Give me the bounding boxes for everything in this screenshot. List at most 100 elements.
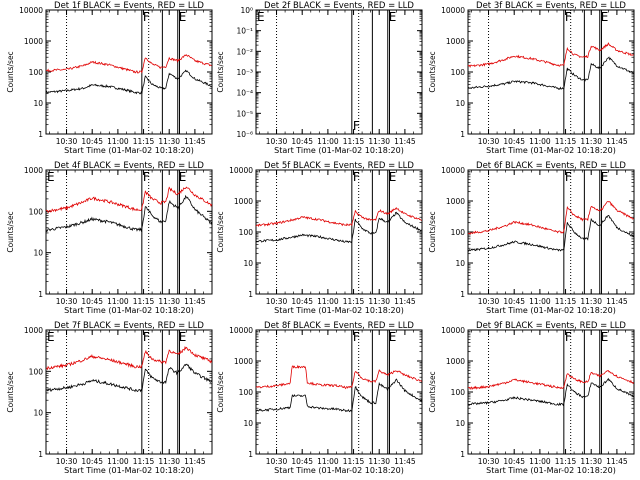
- y-axis-label: Counts/sec: [216, 371, 225, 412]
- y-axis-label: Counts/sec: [428, 51, 437, 92]
- lld-series-line: [45, 186, 213, 214]
- interval-marker: E: [257, 10, 265, 24]
- panel-title: Det 5f BLACK = Events, RED = LLD: [264, 161, 414, 171]
- y-tick-label: 10000: [229, 166, 253, 175]
- plot-frame: [45, 169, 213, 295]
- lld-series-line: [467, 201, 634, 235]
- y-tick-label: 10: [33, 409, 43, 418]
- y-tick-label: 1000: [24, 326, 43, 335]
- x-tick-label: 11:45: [394, 137, 416, 146]
- y-tick-label: 1000: [24, 37, 43, 46]
- x-tick-label: 10:30: [266, 297, 288, 306]
- x-tick-label: 11:00: [317, 297, 339, 306]
- interval-marker: F: [353, 330, 360, 344]
- y-axis-label: Counts/sec: [6, 371, 15, 412]
- interval-marker: E: [179, 10, 187, 24]
- panel-title: Det 7f BLACK = Events, RED = LLD: [54, 321, 204, 331]
- y-tick-label: 1000: [446, 197, 465, 206]
- y-tick-label: 100: [451, 388, 466, 397]
- plot-frame: [255, 9, 423, 135]
- y-tick-label: 1: [38, 130, 43, 139]
- events-series-line: [256, 211, 422, 244]
- events-series-line: [467, 215, 634, 252]
- x-axis-label: Start Time (01-Mar-02 10:18:20): [486, 466, 616, 475]
- x-axis-label: Start Time (01-Mar-02 10:18:20): [64, 466, 194, 475]
- y-axis-label: Counts/sec: [216, 211, 225, 252]
- y-tick-label: 10: [455, 259, 465, 268]
- y-tick-label: 100: [29, 68, 44, 77]
- detector-panel-9: Det 9f BLACK = Events, RED = LLD 1 10 100 10…: [428, 321, 635, 475]
- x-tick-label: 10:30: [56, 297, 78, 306]
- x-tick-label: 11:15: [133, 457, 155, 466]
- y-tick-label: 10⁻³: [236, 68, 253, 77]
- interval-marker: F: [353, 170, 360, 184]
- y-tick-label: 1: [460, 130, 465, 139]
- events-series-line: [45, 194, 213, 233]
- x-tick-label: 11:15: [343, 137, 365, 146]
- panel-title: Det 3f BLACK = Events, RED = LLD: [476, 1, 626, 11]
- y-tick-label: 10: [455, 419, 465, 428]
- y-tick-label: 100: [239, 228, 254, 237]
- y-tick-label: 10000: [441, 326, 465, 335]
- events-series-line: [45, 363, 212, 393]
- events-series-line: [255, 378, 423, 413]
- detector-panel-5: Det 5f BLACK = Events, RED = LLD 1 10 100 10…: [216, 161, 423, 315]
- x-axis-label: Start Time (01-Mar-02 10:18:20): [486, 306, 616, 315]
- interval-marker: E: [179, 170, 187, 184]
- x-tick-label: 11:30: [580, 137, 602, 146]
- y-tick-label: 10000: [229, 326, 253, 335]
- y-tick-label: 100: [239, 388, 254, 397]
- interval-marker: E: [601, 330, 609, 344]
- x-tick-label: 10:45: [291, 297, 313, 306]
- x-tick-label: 11:30: [158, 457, 180, 466]
- x-tick-label: 10:45: [81, 457, 103, 466]
- x-tick-label: 11:30: [158, 297, 180, 306]
- y-tick-label: 10000: [19, 6, 43, 15]
- panel-title: Det 9f BLACK = Events, RED = LLD: [476, 321, 626, 331]
- x-tick-label: 11:00: [317, 457, 339, 466]
- x-tick-label: 10:30: [266, 457, 288, 466]
- x-tick-label: 11:30: [368, 457, 390, 466]
- y-tick-label: 10000: [441, 6, 465, 15]
- x-tick-label: 11:45: [394, 297, 416, 306]
- x-tick-label: 10:45: [503, 297, 525, 306]
- interval-marker: F: [143, 170, 150, 184]
- interval-marker: F: [565, 10, 572, 24]
- x-tick-label: 11:15: [343, 457, 365, 466]
- y-tick-label: 1: [460, 450, 465, 459]
- x-tick-label: 11:00: [317, 137, 339, 146]
- detector-panel-8: Det 8f BLACK = Events, RED = LLD 1 10 100 10…: [216, 321, 423, 475]
- y-tick-label: 100: [451, 228, 466, 237]
- interval-marker: F: [353, 119, 360, 133]
- x-tick-label: 11:45: [184, 457, 206, 466]
- lld-series-line: [255, 364, 423, 390]
- panel-title: Det 4f BLACK = Events, RED = LLD: [54, 161, 204, 171]
- x-tick-label: 11:45: [606, 457, 628, 466]
- x-tick-label: 11:15: [555, 297, 577, 306]
- x-tick-label: 10:30: [478, 137, 500, 146]
- plot-frame: [45, 329, 213, 455]
- events-series-line: [467, 56, 634, 90]
- x-tick-label: 11:00: [529, 457, 551, 466]
- y-axis-label: Counts/sec: [216, 51, 225, 92]
- x-tick-label: 10:30: [478, 457, 500, 466]
- y-axis-label: Counts/sec: [6, 51, 15, 92]
- x-axis-label: Start Time (01-Mar-02 10:18:20): [274, 146, 404, 155]
- y-tick-label: 10⁻⁴: [236, 89, 253, 98]
- lld-series-line: [468, 369, 635, 391]
- detector-panel-3: Det 3f BLACK = Events, RED = LLD 1 10 100 10…: [428, 1, 635, 155]
- x-tick-label: 10:30: [478, 297, 500, 306]
- x-axis-label: Start Time (01-Mar-02 10:18:20): [486, 146, 616, 155]
- x-tick-label: 11:30: [580, 457, 602, 466]
- x-tick-label: 10:30: [56, 457, 78, 466]
- x-tick-label: 11:15: [133, 297, 155, 306]
- x-tick-label: 10:45: [503, 137, 525, 146]
- lld-series-line: [255, 207, 422, 228]
- y-tick-label: 1000: [234, 357, 253, 366]
- x-tick-label: 11:45: [184, 297, 206, 306]
- x-tick-label: 11:15: [555, 137, 577, 146]
- events-series-line: [45, 69, 212, 95]
- x-tick-label: 11:00: [107, 297, 129, 306]
- x-tick-label: 11:30: [580, 297, 602, 306]
- x-tick-label: 11:45: [394, 457, 416, 466]
